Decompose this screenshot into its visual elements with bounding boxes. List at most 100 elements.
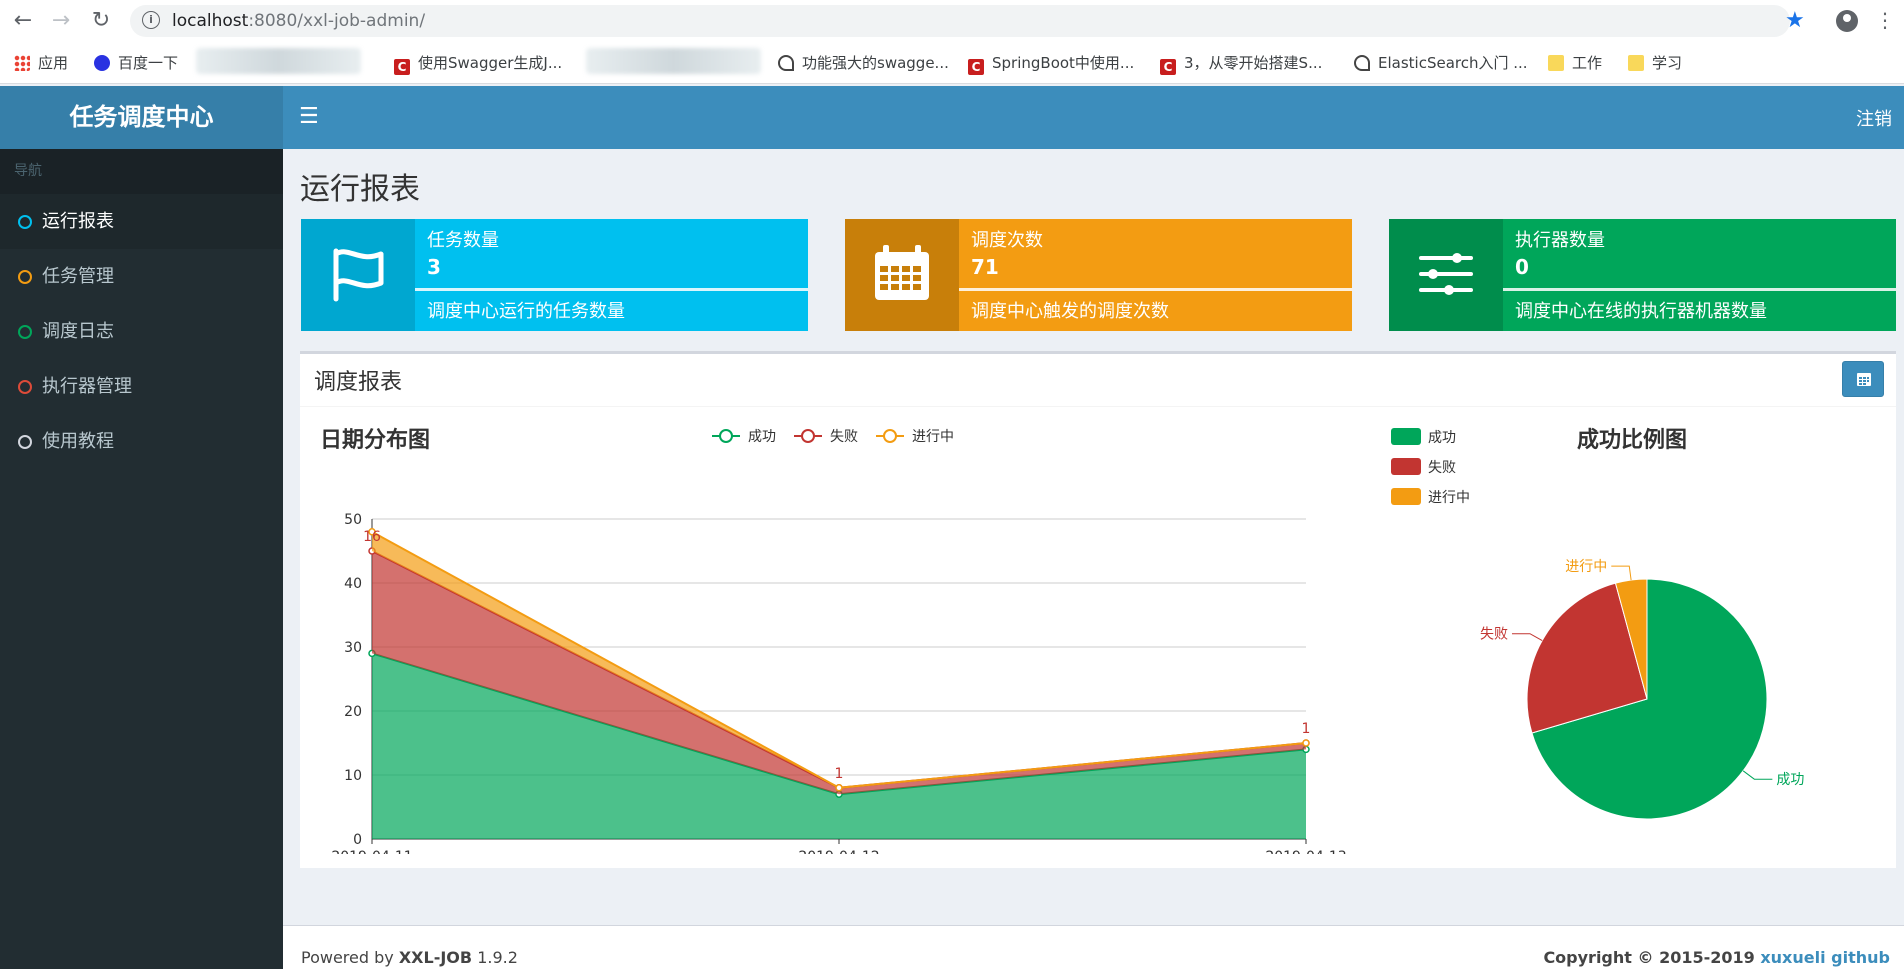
area-series-失败: [372, 551, 1306, 795]
legend-item-进行中[interactable]: 进行中: [876, 429, 954, 445]
legend-marker: [883, 429, 897, 443]
bookmark-folder-study[interactable]: 学习: [1628, 52, 1682, 74]
product-name: XXL-JOB: [398, 948, 473, 967]
info-box-number: 3: [427, 255, 441, 279]
bookmark-folder-work[interactable]: 工作: [1548, 52, 1602, 74]
x-tick-label: 2019-04-12: [798, 849, 879, 854]
legend-item-成功[interactable]: 成功: [712, 429, 776, 445]
sidebar-item-executors[interactable]: 执行器管理: [0, 359, 283, 414]
legend-item-失败[interactable]: 失败: [794, 429, 858, 445]
bookmark-springboot[interactable]: C SpringBoot中使用...: [968, 52, 1134, 75]
pie-label: 成功: [1776, 772, 1804, 788]
bookmark-baidu[interactable]: 百度一下: [94, 52, 178, 74]
blurred-bookmark: [586, 48, 761, 74]
date-picker-button[interactable]: [1842, 361, 1884, 397]
app-logo[interactable]: 任务调度中心: [0, 86, 283, 149]
browser-chrome: ← → ↻ i localhost:8080/xxl-job-admin/ ★ …: [0, 0, 1904, 84]
circle-icon: [18, 325, 32, 339]
blurred-bookmark: [196, 48, 361, 74]
info-box-executors: 执行器数量 0 调度中心在线的执行器机器数量: [1389, 219, 1896, 331]
more-menu-icon[interactable]: ⋮: [1875, 8, 1895, 32]
apps-grid-icon: [14, 55, 30, 71]
legend-item-进行中[interactable]: 进行中: [1391, 488, 1470, 506]
top-navbar: ☰ 注销: [283, 86, 1904, 149]
x-tick-label: 2019-04-11: [331, 849, 412, 854]
folder-icon: [1628, 55, 1644, 71]
info-box-jobs: 任务数量 3 调度中心运行的任务数量: [301, 219, 808, 331]
author-link[interactable]: xuxueli: [1760, 948, 1826, 967]
area-series-成功: [372, 653, 1306, 839]
progress-bar: [1503, 288, 1896, 291]
bookmark-swagger[interactable]: C 使用Swagger生成J...: [394, 52, 562, 75]
info-box-label: 任务数量: [427, 230, 499, 251]
address-bar[interactable]: i localhost:8080/xxl-job-admin/: [130, 5, 1790, 37]
circle-icon: [18, 270, 32, 284]
data-label: 1: [835, 766, 844, 782]
data-label: 1: [1302, 721, 1311, 737]
forward-arrow-icon[interactable]: →: [51, 8, 71, 33]
data-point[interactable]: [1302, 739, 1310, 747]
csdn-icon: C: [1160, 59, 1176, 75]
data-point[interactable]: [835, 784, 843, 792]
y-tick-label: 10: [344, 768, 362, 784]
account-icon[interactable]: [1836, 10, 1858, 32]
pie-slice-成功[interactable]: [1531, 578, 1768, 820]
legend-item-成功[interactable]: 成功: [1391, 428, 1456, 446]
info-icon[interactable]: i: [142, 11, 160, 29]
pie-chart-title: 成功比例图: [1577, 428, 1688, 453]
legend-item-失败[interactable]: 失败: [1391, 458, 1456, 476]
sidebar-item-jobs[interactable]: 任务管理: [0, 249, 283, 304]
github-link[interactable]: github: [1831, 948, 1890, 967]
area-chart: 0 10 20 30 40 50 2019-04-11 2019-04-12 2019-04-1…: [331, 429, 1347, 854]
legend-label: 成功: [1428, 430, 1456, 446]
data-label: 16: [363, 529, 381, 545]
bookmark-apps[interactable]: 应用: [14, 52, 68, 74]
info-box-number: 0: [1515, 255, 1529, 279]
info-box-label: 执行器数量: [1515, 230, 1605, 251]
info-box-label: 调度次数: [971, 230, 1043, 251]
data-point[interactable]: [368, 528, 376, 536]
site-icon: [778, 55, 794, 71]
y-tick-label: 40: [344, 576, 362, 592]
y-tick-label: 50: [344, 512, 362, 528]
info-box-description: 调度中心触发的调度次数: [971, 301, 1169, 322]
pie-label: 进行中: [1565, 559, 1607, 575]
info-box-number: 71: [971, 255, 999, 279]
line-chart-title: 日期分布图: [320, 428, 431, 453]
legend-label: 进行中: [1428, 490, 1470, 506]
legend-marker: [801, 429, 815, 443]
circle-icon: [18, 380, 32, 394]
footer-powered: Powered by XXL-JOB 1.9.2: [301, 948, 518, 967]
hamburger-menu-icon[interactable]: ☰: [299, 104, 319, 129]
progress-bar: [415, 288, 808, 291]
footer-copyright: Copyright © 2015-2019 xuxueli github: [1543, 948, 1890, 967]
legend-label: 失败: [830, 429, 858, 445]
calendar-icon: [1857, 373, 1871, 386]
legend-swatch: [1391, 488, 1421, 505]
sidebar-item-tutorial[interactable]: 使用教程: [0, 414, 283, 469]
calendar-icon: [845, 219, 959, 331]
bookmark-swagger2[interactable]: 功能强大的swagge...: [778, 52, 949, 74]
y-tick-label: 20: [344, 704, 362, 720]
circle-icon: [18, 435, 32, 449]
bookmark-build[interactable]: C 3，从零开始搭建S...: [1160, 52, 1322, 75]
flag-icon: [301, 219, 415, 331]
info-box-schedules: 调度次数 71 调度中心触发的调度次数: [845, 219, 1352, 331]
reload-icon[interactable]: ↻: [91, 8, 111, 33]
sidebar-item-logs[interactable]: 调度日志: [0, 304, 283, 359]
bookmark-elasticsearch[interactable]: ElasticSearch入门 ...: [1354, 52, 1528, 74]
circle-icon: [18, 215, 32, 229]
pie-slice-失败[interactable]: [1526, 582, 1648, 734]
logout-link[interactable]: 注销: [1856, 109, 1892, 130]
site-icon: [1354, 55, 1370, 71]
url-text[interactable]: localhost:8080/xxl-job-admin/: [172, 11, 426, 31]
pie-leader-line: [1511, 633, 1543, 641]
sidebar-item-report[interactable]: 运行报表: [0, 194, 283, 249]
back-arrow-icon[interactable]: ←: [13, 8, 33, 33]
legend-swatch: [1391, 458, 1421, 475]
info-box-description: 调度中心在线的执行器机器数量: [1515, 301, 1767, 322]
pie-leader-line: [1742, 770, 1773, 780]
bookmark-star-icon[interactable]: ★: [1785, 8, 1805, 33]
x-tick-label: 2019-04-13: [1265, 849, 1346, 854]
legend-marker: [719, 429, 733, 443]
